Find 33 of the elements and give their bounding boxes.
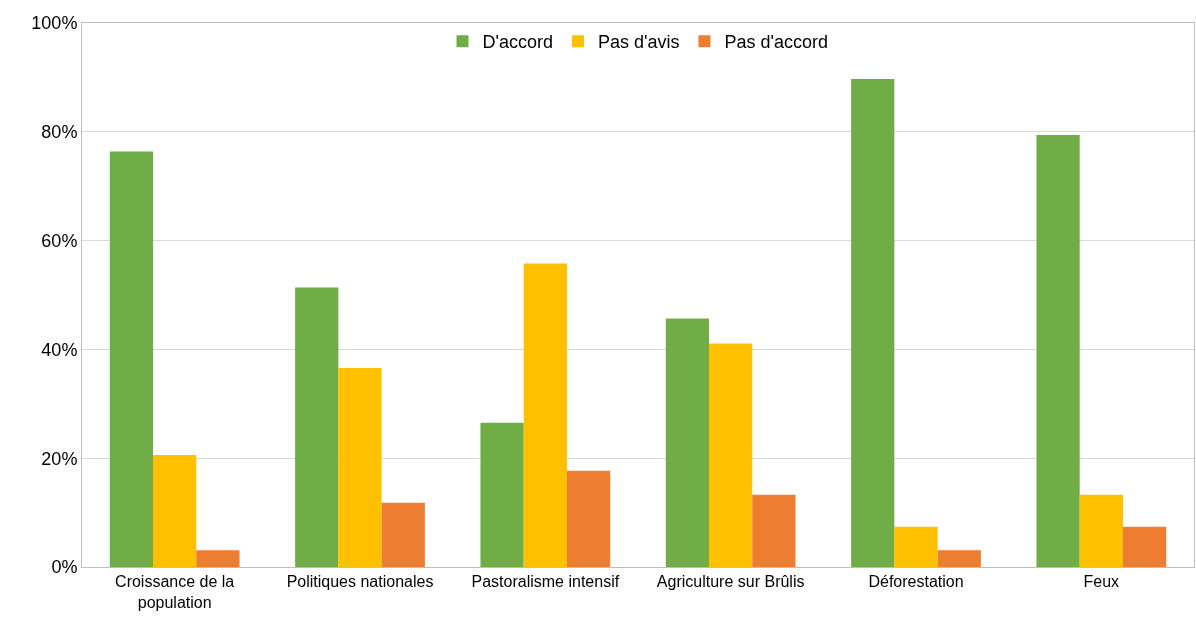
y-tick-label: 0% [51, 557, 78, 578]
bar [752, 494, 796, 567]
y-tick-label: 40% [41, 339, 78, 360]
bar [937, 550, 981, 567]
bar [480, 422, 524, 567]
x-tick-label: Feux [1083, 573, 1120, 591]
y-tick-label: 20% [41, 448, 78, 469]
bar [109, 151, 154, 567]
bar [1079, 494, 1123, 567]
x-tick-label: Politiques nationales [286, 573, 434, 591]
x-tick-label: Pastoralisme intensif [471, 573, 620, 591]
bar [1036, 135, 1080, 567]
bar [338, 367, 382, 567]
legend-label: Pas d'avis [597, 32, 680, 53]
y-tick-label: 100% [31, 13, 78, 34]
bar [894, 526, 938, 567]
bar [851, 79, 895, 567]
y-tick-label: 80% [41, 122, 78, 143]
bar [665, 318, 710, 567]
legend-label: Pas d'accord [724, 32, 828, 53]
bar [1122, 526, 1167, 567]
y-tick-label: 60% [41, 230, 78, 251]
x-tick-label: Agriculture sur Brûlis [656, 573, 805, 591]
x-tick-label: Déforestation [868, 573, 964, 591]
bar [295, 287, 339, 567]
bar [523, 263, 567, 567]
bar [196, 550, 240, 567]
bar [153, 454, 197, 567]
bar [709, 343, 753, 567]
bar [381, 502, 425, 567]
legend-label: D'accord [482, 32, 553, 53]
bar [566, 470, 611, 567]
x-tick-label: Croissance de la population [115, 573, 235, 611]
